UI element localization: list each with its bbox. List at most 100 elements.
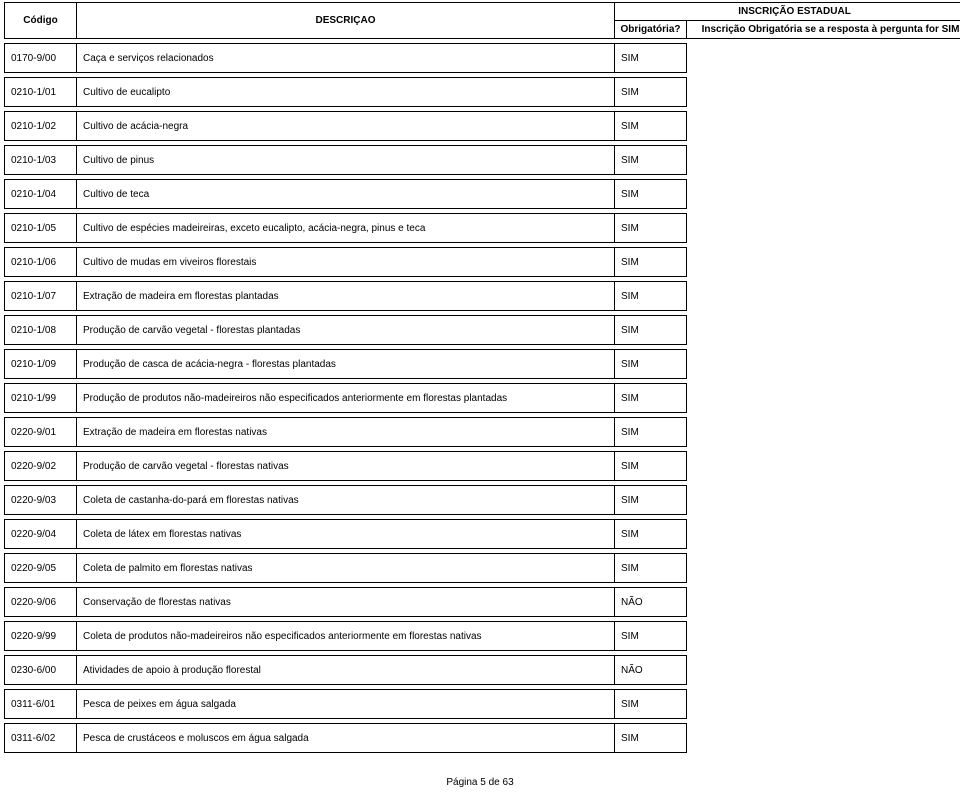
- cell-obrigatoria: SIM: [615, 180, 687, 209]
- cell-inscricao-blank: [687, 146, 960, 175]
- cell-description: Extração de madeira em florestas plantad…: [77, 282, 615, 311]
- cell-inscricao-blank: [687, 78, 960, 107]
- cell-obrigatoria: SIM: [615, 316, 687, 345]
- cell-obrigatoria: SIM: [615, 690, 687, 719]
- cell-description: Cultivo de teca: [77, 180, 615, 209]
- cell-description: Cultivo de eucalipto: [77, 78, 615, 107]
- cell-obrigatoria: SIM: [615, 486, 687, 515]
- cell-code: 0210-1/07: [5, 282, 77, 311]
- cell-code: 0210-1/99: [5, 384, 77, 413]
- header-descricao: DESCRIÇAO: [77, 3, 615, 39]
- cell-description: Pesca de peixes em água salgada: [77, 690, 615, 719]
- table-row: 0220-9/01Extração de madeira em floresta…: [5, 418, 960, 447]
- cell-code: 0210-1/08: [5, 316, 77, 345]
- cell-obrigatoria: SIM: [615, 112, 687, 141]
- cell-code: 0210-1/01: [5, 78, 77, 107]
- table-row: 0170-9/00Caça e serviços relacionadosSIM: [5, 44, 960, 73]
- cell-obrigatoria: NÃO: [615, 588, 687, 617]
- table-row: 0230-6/00Atividades de apoio à produção …: [5, 656, 960, 685]
- cell-inscricao-blank: [687, 554, 960, 583]
- cell-description: Atividades de apoio à produção florestal: [77, 656, 615, 685]
- table-row: 0220-9/05Coleta de palmito em florestas …: [5, 554, 960, 583]
- cell-inscricao-blank: [687, 282, 960, 311]
- cell-code: 0230-6/00: [5, 656, 77, 685]
- header-inscricao-cond: Inscrição Obrigatória se a resposta à pe…: [687, 21, 960, 39]
- cell-inscricao-blank: [687, 452, 960, 481]
- table-row: 0210-1/04Cultivo de tecaSIM: [5, 180, 960, 209]
- cell-obrigatoria: SIM: [615, 554, 687, 583]
- cell-obrigatoria: SIM: [615, 724, 687, 753]
- cell-inscricao-blank: [687, 588, 960, 617]
- table-row: 0210-1/07Extração de madeira em floresta…: [5, 282, 960, 311]
- cell-code: 0210-1/03: [5, 146, 77, 175]
- cell-code: 0220-9/06: [5, 588, 77, 617]
- cnae-table: Código DESCRIÇAO INSCRIÇÃO ESTADUAL Obri…: [4, 2, 960, 753]
- table-header: Código DESCRIÇAO INSCRIÇÃO ESTADUAL Obri…: [5, 3, 960, 39]
- cell-description: Extração de madeira em florestas nativas: [77, 418, 615, 447]
- cell-code: 0311-6/02: [5, 724, 77, 753]
- table-row: 0220-9/03Coleta de castanha-do-pará em f…: [5, 486, 960, 515]
- table-row: 0220-9/02Produção de carvão vegetal - fl…: [5, 452, 960, 481]
- cell-description: Coleta de produtos não-madeireiros não e…: [77, 622, 615, 651]
- cell-obrigatoria: SIM: [615, 384, 687, 413]
- table-body: 0170-9/00Caça e serviços relacionadosSIM…: [5, 39, 960, 753]
- cell-description: Produção de carvão vegetal - florestas p…: [77, 316, 615, 345]
- cell-description: Produção de carvão vegetal - florestas n…: [77, 452, 615, 481]
- table-row: 0311-6/01Pesca de peixes em água salgada…: [5, 690, 960, 719]
- table-row: 0210-1/03Cultivo de pinusSIM: [5, 146, 960, 175]
- cell-description: Cultivo de mudas em viveiros florestais: [77, 248, 615, 277]
- header-inscricao-estadual: INSCRIÇÃO ESTADUAL: [615, 3, 960, 21]
- cell-description: Cultivo de pinus: [77, 146, 615, 175]
- cell-obrigatoria: SIM: [615, 248, 687, 277]
- cell-inscricao-blank: [687, 248, 960, 277]
- cell-code: 0210-1/02: [5, 112, 77, 141]
- cell-description: Caça e serviços relacionados: [77, 44, 615, 73]
- cell-inscricao-blank: [687, 350, 960, 379]
- cell-inscricao-blank: [687, 180, 960, 209]
- cell-description: Produção de casca de acácia-negra - flor…: [77, 350, 615, 379]
- cell-inscricao-blank: [687, 418, 960, 447]
- table-row: 0210-1/06Cultivo de mudas em viveiros fl…: [5, 248, 960, 277]
- cell-obrigatoria: SIM: [615, 350, 687, 379]
- cell-code: 0220-9/03: [5, 486, 77, 515]
- cell-code: 0220-9/04: [5, 520, 77, 549]
- cell-inscricao-blank: [687, 622, 960, 651]
- table-row: 0210-1/09Produção de casca de acácia-neg…: [5, 350, 960, 379]
- cell-code: 0220-9/01: [5, 418, 77, 447]
- cell-inscricao-blank: [687, 112, 960, 141]
- header-obrigatoria: Obrigatória?: [615, 21, 687, 39]
- cell-obrigatoria: SIM: [615, 214, 687, 243]
- cell-code: 0220-9/99: [5, 622, 77, 651]
- table-row: 0210-1/01Cultivo de eucaliptoSIM: [5, 78, 960, 107]
- cell-code: 0220-9/02: [5, 452, 77, 481]
- table-row: 0220-9/06Conservação de florestas nativa…: [5, 588, 960, 617]
- cell-description: Coleta de palmito em florestas nativas: [77, 554, 615, 583]
- cell-obrigatoria: SIM: [615, 418, 687, 447]
- cell-code: 0210-1/05: [5, 214, 77, 243]
- table-row: 0210-1/02Cultivo de acácia-negraSIM: [5, 112, 960, 141]
- cell-code: 0311-6/01: [5, 690, 77, 719]
- cell-inscricao-blank: [687, 520, 960, 549]
- table-row: 0220-9/99Coleta de produtos não-madeirei…: [5, 622, 960, 651]
- cell-code: 0220-9/05: [5, 554, 77, 583]
- table-row: 0311-6/02Pesca de crustáceos e moluscos …: [5, 724, 960, 753]
- header-codigo: Código: [5, 3, 77, 39]
- cell-description: Coleta de castanha-do-pará em florestas …: [77, 486, 615, 515]
- table-row: 0210-1/08Produção de carvão vegetal - fl…: [5, 316, 960, 345]
- cell-obrigatoria: SIM: [615, 44, 687, 73]
- cell-description: Cultivo de espécies madeireiras, exceto …: [77, 214, 615, 243]
- table-row: 0210-1/05Cultivo de espécies madeireiras…: [5, 214, 960, 243]
- table-row: 0220-9/04Coleta de látex em florestas na…: [5, 520, 960, 549]
- cell-inscricao-blank: [687, 384, 960, 413]
- cell-inscricao-blank: [687, 656, 960, 685]
- cell-inscricao-blank: [687, 316, 960, 345]
- cell-obrigatoria: SIM: [615, 282, 687, 311]
- cell-inscricao-blank: [687, 486, 960, 515]
- cell-inscricao-blank: [687, 44, 960, 73]
- cell-code: 0210-1/04: [5, 180, 77, 209]
- cell-inscricao-blank: [687, 724, 960, 753]
- cell-description: Cultivo de acácia-negra: [77, 112, 615, 141]
- cell-obrigatoria: SIM: [615, 622, 687, 651]
- cell-obrigatoria: SIM: [615, 452, 687, 481]
- cell-obrigatoria: SIM: [615, 78, 687, 107]
